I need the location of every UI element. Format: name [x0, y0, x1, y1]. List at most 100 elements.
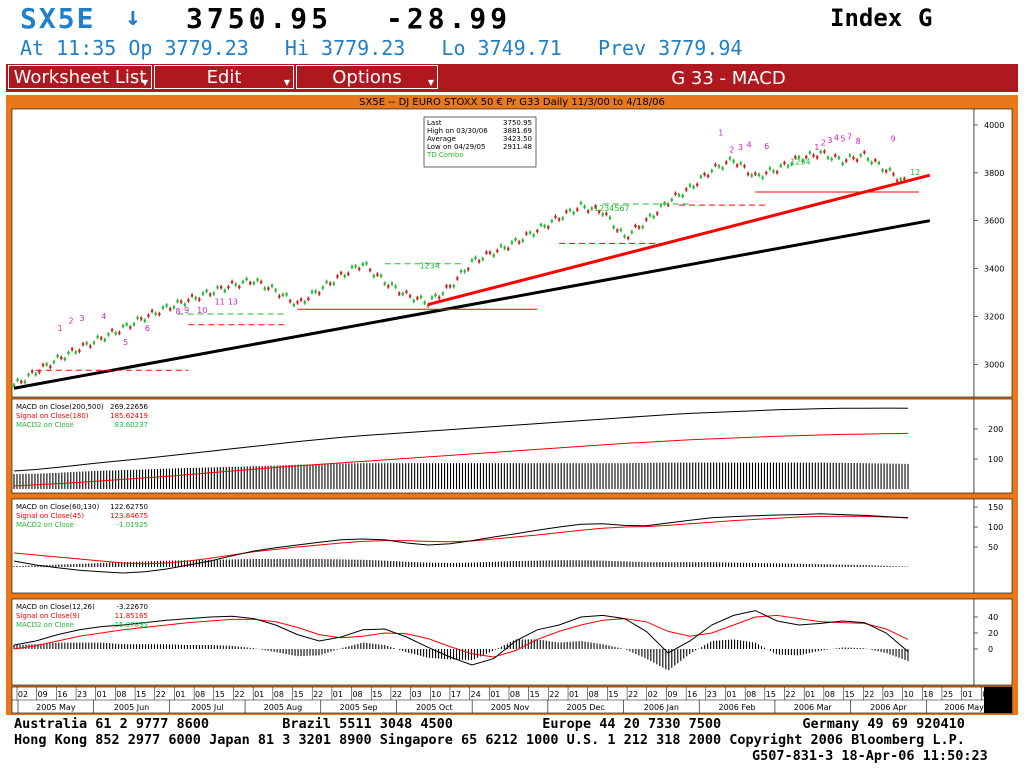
price-bar-body [332, 282, 336, 285]
quote-detail-line: At 11:35 Op 3779.23 Hi 3779.23 Lo 3749.7… [20, 36, 743, 60]
price-bar-body [158, 313, 161, 316]
macd-ytick-label: 0 [988, 645, 993, 654]
options-menu[interactable]: Options ▼ [296, 65, 438, 89]
price-bar-body [361, 263, 365, 266]
stats-box-td-label: TD Combo [426, 151, 464, 159]
x-day-label: 22 [156, 690, 166, 699]
macd-legend-label: Signal on Close(45) [16, 512, 84, 520]
price-bar-body [16, 378, 19, 381]
td-count-label: 2 [821, 138, 826, 147]
price-bar-body [688, 184, 692, 187]
price-bar-body [434, 294, 437, 297]
price-bar-body [299, 298, 303, 301]
macd-ytick-label: 20 [988, 629, 998, 638]
price-bar-body [899, 178, 902, 181]
price-bar-body [794, 156, 797, 159]
dropdown-icon: ▼ [283, 78, 290, 87]
price-bar-body [521, 239, 524, 242]
price-ytick-label: 4000 [984, 121, 1004, 130]
price-bar-body [241, 281, 245, 283]
price-bar-body [641, 226, 644, 228]
price-bar-body [274, 289, 277, 292]
price-bar-body [201, 292, 205, 295]
price-bar-body [419, 295, 423, 298]
price-bar-body [630, 231, 634, 234]
price-bar-body [176, 300, 179, 303]
price-bar-body [263, 287, 266, 290]
price-bar-body [783, 162, 786, 165]
macd-ytick-label: 50 [988, 543, 998, 552]
x-day-label: 23 [77, 690, 87, 699]
price-bar-body [539, 223, 543, 226]
x-axis-future-block [984, 687, 1012, 713]
price-bar-body [379, 274, 383, 277]
price-bar-body [285, 293, 288, 296]
price-bar-body [339, 272, 343, 274]
macd-legend-label: Signal on Close(9) [16, 612, 80, 620]
x-day-label: 22 [313, 690, 323, 699]
price-bar-body [245, 278, 248, 281]
price-bar-body [136, 316, 139, 319]
price-bar-body [78, 349, 81, 352]
macd-legend-label: MACD2 on Close [16, 421, 74, 429]
x-month-label: 2006 Jan [644, 703, 679, 712]
price-bar-body [510, 241, 514, 244]
trend-line-0 [13, 219, 931, 390]
price-bar-body [27, 373, 30, 376]
panel-1-plot [11, 398, 975, 494]
down-arrow-icon: ↓ [125, 2, 141, 32]
worksheet-list-menu[interactable]: Worksheet List ▼ [8, 65, 152, 89]
macd-ytick-label: 200 [988, 425, 1003, 434]
price-bar-body [368, 269, 372, 272]
price-bar-body [430, 296, 434, 299]
price-bar-body [790, 163, 793, 165]
price-bar-body [194, 297, 197, 300]
options-label: Options [332, 66, 402, 88]
menu-bar: Worksheet List ▼ Edit ▼ Options ▼ G 33 -… [6, 63, 1018, 93]
macd-legend-value: 11.85165 [115, 612, 148, 620]
price-bar-body [772, 170, 775, 173]
macd-legend-value: 185.62419 [110, 412, 148, 420]
price-bar-body [467, 268, 470, 271]
price-bar-body [448, 285, 452, 288]
price-bar-body [706, 175, 710, 177]
x-day-label: 15 [372, 690, 382, 699]
price-bar-body [845, 159, 848, 162]
td-count-label: 2 [69, 317, 74, 326]
x-day-label: 03 [412, 690, 422, 699]
price-bar-body [826, 156, 830, 159]
x-day-label: 09 [38, 690, 48, 699]
x-day-label: 08 [195, 690, 205, 699]
x-day-label: 18 [923, 690, 933, 699]
x-day-label: 08 [746, 690, 756, 699]
x-day-label: 10 [904, 690, 914, 699]
x-day-label: 16 [687, 690, 697, 699]
price-bar-body [554, 215, 557, 218]
price-bar-body [583, 205, 586, 208]
price-bar-body [427, 304, 430, 307]
price-bar-body [536, 230, 539, 233]
dropdown-icon: ▼ [141, 78, 148, 87]
price-bar-body [372, 275, 375, 277]
price-bar-body [92, 341, 96, 344]
price-bar-body [735, 164, 739, 167]
stats-box-label: Low on 04/29/05 [427, 143, 485, 151]
edit-menu[interactable]: Edit ▼ [154, 65, 294, 89]
price-bar-body [670, 198, 673, 201]
price-bar-body [89, 345, 92, 348]
price-bar-body [859, 154, 862, 157]
price-bar-body [499, 244, 503, 247]
yellow-key-code: G [918, 4, 933, 32]
x-day-label: 08 [352, 690, 362, 699]
price-bar-body [514, 238, 517, 241]
macd-legend-value: 269.22656 [110, 403, 148, 411]
price-bar-body [656, 212, 659, 215]
macd-legend-value: -3.22670 [117, 603, 148, 611]
price-bar-body [150, 310, 154, 312]
price-bar-body [888, 168, 892, 171]
price-bar-body [590, 207, 594, 210]
price-bar-body [107, 333, 110, 336]
x-day-label: 23 [707, 690, 717, 699]
price-bar-body [23, 380, 27, 383]
price-macd-chart[interactable]: SX5E -- DJ EURO STOXX 50 € Pr G33 Daily … [6, 95, 1018, 715]
